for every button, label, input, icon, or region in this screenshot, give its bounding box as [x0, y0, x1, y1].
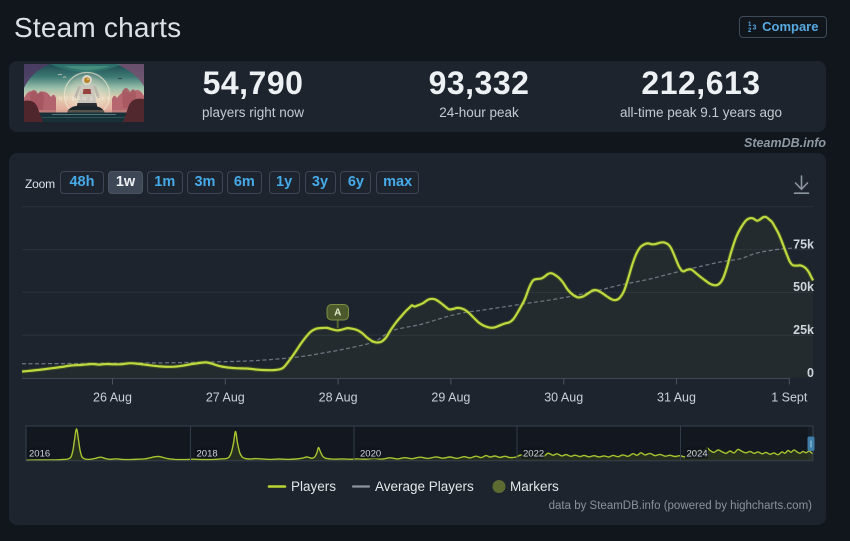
svg-text:NO MAN'S SKY: NO MAN'S SKY	[58, 97, 111, 103]
svg-text:75k: 75k	[793, 237, 814, 251]
svg-text:29 Aug: 29 Aug	[431, 391, 470, 405]
svg-text:25k: 25k	[793, 323, 814, 337]
svg-text:1 Sept: 1 Sept	[771, 391, 808, 405]
svg-text:2020: 2020	[360, 448, 381, 459]
svg-text:27 Aug: 27 Aug	[206, 391, 245, 405]
svg-text:2024: 2024	[687, 448, 708, 459]
svg-text:2: 2	[748, 28, 752, 32]
svg-text:30 Aug: 30 Aug	[544, 391, 583, 405]
svg-text:2022: 2022	[523, 448, 544, 459]
svg-text:Players: Players	[291, 479, 336, 494]
svg-text:28 Aug: 28 Aug	[319, 391, 358, 405]
svg-text:A: A	[334, 308, 341, 319]
svg-text:2018: 2018	[197, 448, 218, 459]
svg-text:50k: 50k	[793, 280, 814, 294]
svg-text:Average Players: Average Players	[375, 479, 474, 494]
svg-text:data by SteamDB.info (powered: data by SteamDB.info (powered by highcha…	[549, 500, 813, 512]
svg-text:31 Aug: 31 Aug	[657, 391, 696, 405]
svg-text:26 Aug: 26 Aug	[93, 391, 132, 405]
svg-text:1: 1	[748, 22, 752, 28]
svg-text:Markers: Markers	[510, 479, 559, 494]
svg-text:0: 0	[807, 366, 814, 380]
svg-text:3: 3	[752, 25, 756, 32]
svg-text:2016: 2016	[29, 448, 50, 459]
